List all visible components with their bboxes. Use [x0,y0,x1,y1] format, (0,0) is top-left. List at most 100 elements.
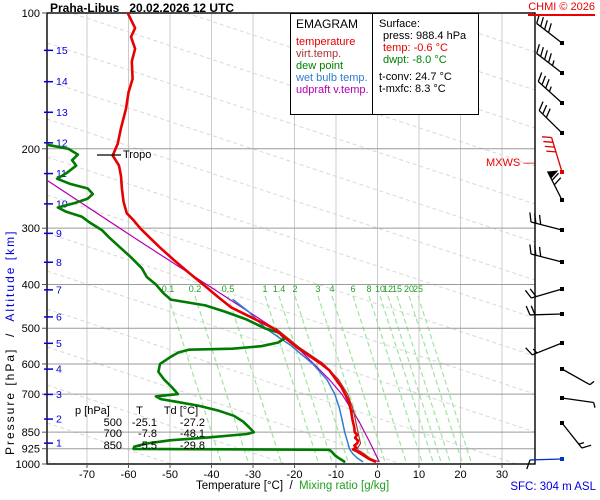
surface-tmxfc: t-mxfc: 8.3 °C [379,83,446,95]
table-header-row: p [hPa] T Td [°C] [75,405,205,418]
wind-barb [546,170,564,202]
legend-item-virt-temp: virt.temp. [296,48,342,60]
svg-text:20: 20 [454,469,466,481]
svg-text:1: 1 [56,438,62,450]
svg-text:2: 2 [56,414,62,426]
sounding-curves [47,13,380,463]
svg-text:3: 3 [315,284,320,294]
svg-text:15: 15 [392,284,402,294]
copyright-label: CHMI © 2026 [528,1,595,16]
svg-text:30: 30 [496,469,508,481]
svg-text:6: 6 [56,311,62,323]
svg-text:-50: -50 [162,469,178,481]
virtual-temperature-curve [275,327,379,463]
cell: -29.8 [179,439,205,452]
svg-text:100: 100 [22,8,40,20]
cell: -7.8 [138,428,157,440]
wind-barb [524,287,564,299]
svg-text:6: 6 [350,284,355,294]
x-axis-title-mixing-ratio: Mixing ratio [g/kg] [299,480,390,492]
svg-text:-70: -70 [79,469,95,481]
svg-text:11: 11 [56,168,67,180]
surface-wind-barb [526,457,564,470]
cell: -48.1 [179,428,205,440]
wind-barb [536,13,564,45]
temperature-curve [111,13,377,463]
cell: -5.5 [138,439,157,452]
surface-dewpoint: dwpt: -8.0 °C [383,54,447,66]
wet-bulb-temperature-curve [232,298,364,463]
updraft-virtual-temperature-curve [47,179,380,463]
col-temperature: T [136,405,143,417]
svg-text:13: 13 [56,107,68,119]
x-axis-title-temperature: Temperature [°C] / [196,480,300,492]
wind-barb [529,244,564,264]
surface-temperature: temp: -0.6 °C [383,42,448,54]
svg-text:2: 2 [292,284,297,294]
svg-text:0.2: 0.2 [189,284,202,294]
surface-heading: Surface: [379,18,420,30]
wind-barb [560,421,592,449]
svg-text:4: 4 [56,364,62,376]
wind-barb [525,305,564,316]
legend-item-temperature: temperature [296,36,356,48]
svg-text:10: 10 [413,469,425,481]
col-dewpoint: Td [°C] [163,405,199,417]
station-elevation-label: SFC: 304 m ASL [510,481,596,493]
cell: -25.1 [131,416,157,429]
svg-text:10: 10 [375,284,385,294]
svg-text:12: 12 [383,284,393,294]
svg-text:12: 12 [56,137,68,149]
svg-text:-60: -60 [121,469,137,481]
sounding-table: p [hPa] T Td [°C] 500 -25.1 -27.2 700 -7… [75,405,205,452]
wind-barbs [524,13,596,470]
svg-text:500: 500 [22,323,40,335]
legend-heading: EMAGRAM [296,17,359,31]
temperature-axis-labels: -70 -60 -50 -40 -30 -20 -10 0 10 20 30 [79,464,508,481]
cell: 500 [103,416,122,429]
svg-text:300: 300 [22,223,40,235]
legend-item-wet-bulb: wet bulb temp. [296,72,368,84]
table-row: 700 -7.8 -48.1 [75,428,205,441]
y-axis-title-pressure: Pressure [hPa] / [3,321,17,455]
svg-text:4: 4 [329,284,334,294]
surface-info-box: Surface: press: 988.4 hPa temp: -0.6 °C … [372,13,479,115]
svg-text:15: 15 [56,45,68,57]
svg-text:925: 925 [22,444,40,456]
wind-barb [538,101,564,135]
table-row: 500 -25.1 -27.2 [75,416,205,430]
svg-text:7: 7 [56,284,62,296]
tropopause-label: Tropo [123,149,152,161]
x-axis-title: Temperature [°C] / Mixing ratio [g/kg] [196,480,389,492]
wind-barb [560,367,595,386]
svg-text:1.4: 1.4 [273,284,286,294]
legend-item-updraft-vtemp: udpraft v.temp. [296,84,369,96]
svg-text:200: 200 [22,144,40,156]
wind-barb [536,43,564,75]
max-wind-barb [541,136,564,174]
wind-barb [525,341,564,356]
cell: 700 [103,428,122,440]
svg-text:14: 14 [56,76,68,88]
svg-text:8: 8 [366,284,371,294]
wind-barb [529,212,564,232]
svg-text:8: 8 [56,257,62,269]
svg-text:-10: -10 [328,469,344,481]
surface-tconv: t-conv: 24.7 °C [379,71,452,83]
svg-text:700: 700 [22,389,40,401]
cell: 850 [103,439,122,452]
max-wind-label: MXWS — [486,157,535,169]
svg-text:0.5: 0.5 [222,284,235,294]
dew-point-curve [47,143,346,463]
wind-barb [560,396,596,408]
page-title: Praha-Libus 20.02.2026 12 UTC [50,1,235,15]
svg-text:-40: -40 [204,469,220,481]
pressure-axis-labels: 100 200 300 400 500 600 700 850 925 1000 [16,8,47,471]
svg-text:10: 10 [56,198,68,210]
legend-item-dew-point: dew point [296,60,344,72]
svg-text:3: 3 [56,389,62,401]
svg-text:20: 20 [404,284,414,294]
